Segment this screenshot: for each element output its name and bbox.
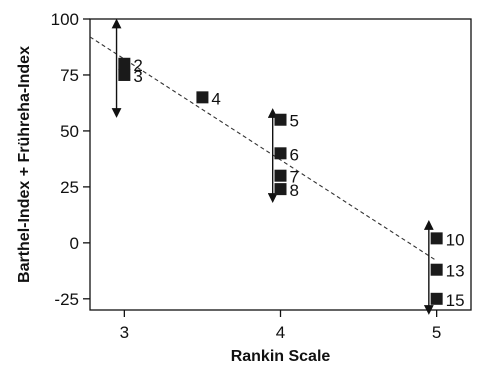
y-tick-label: 25 [60,178,79,197]
data-point [274,147,287,160]
x-tick-label: 3 [120,323,129,342]
point-label: 8 [290,181,299,200]
x-axis-title: Rankin Scale [231,348,331,365]
data-point [274,113,287,126]
data-points-layer: 23 4 5 6 78 10 13 15 [118,56,465,310]
range-arrows-layer [111,18,434,315]
plot-border [89,18,472,311]
trendline [89,36,437,262]
point-label: 2 [133,56,142,75]
point-label: 13 [446,262,465,281]
y-tick-label: 50 [60,122,79,141]
y-tick-label: 0 [70,234,79,253]
plot-area [89,18,472,311]
point-label: 6 [290,145,299,164]
point-label: 10 [446,230,465,249]
point-label: 4 [211,89,220,108]
data-point [118,68,131,81]
point-label: 15 [446,291,465,310]
x-tick-label: 5 [432,323,441,342]
y-tick-label: 100 [51,10,79,29]
data-point [274,169,287,182]
data-point [430,292,443,305]
data-point [196,91,209,104]
trendline-layer [89,36,437,262]
data-point [274,183,287,196]
x-tick-label: 4 [276,323,285,342]
y-tick-label: -25 [54,290,79,309]
data-point [118,57,131,70]
data-point [430,263,443,276]
y-axis-title: Barthel-Index + Frühreha-Index [16,46,33,283]
point-label: 3 [133,67,142,86]
point-label: 7 [290,168,299,187]
point-label: 5 [290,112,299,131]
y-tick-label: 75 [60,66,79,85]
data-point [430,232,443,245]
